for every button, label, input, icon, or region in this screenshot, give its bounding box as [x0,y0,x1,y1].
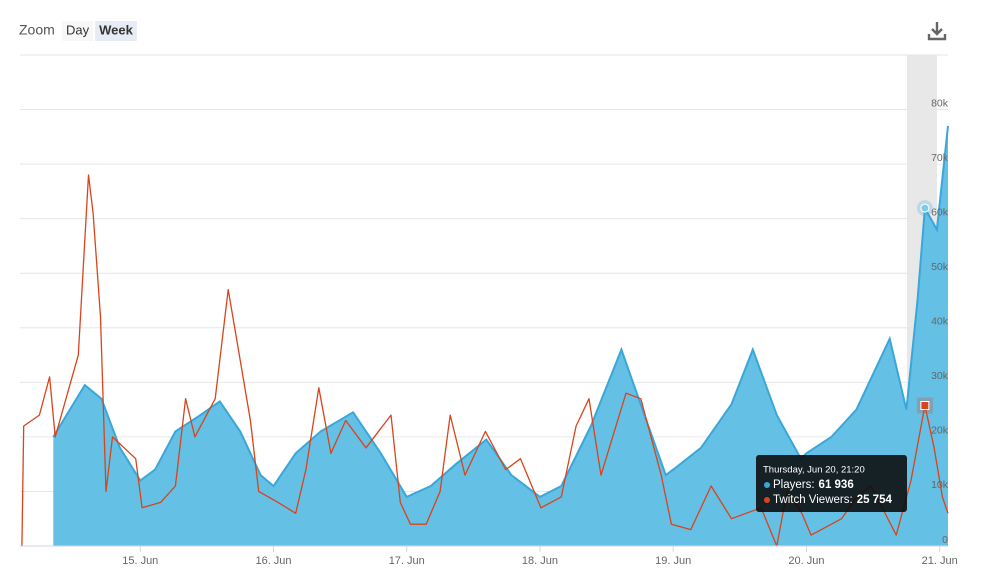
x-tick-label: 15. Jun [122,555,158,567]
x-tick-label: 20. Jun [788,555,824,567]
tooltip-label: Players: [773,479,815,491]
hover-marker [920,400,930,410]
x-tick-label: 18. Jun [522,555,558,567]
tooltip-value: 25 754 [857,494,893,506]
zoom-button[interactable]: Week [95,21,137,41]
zoom-buttons: Day Week [62,21,137,41]
tooltip-label: Twitch Viewers: [773,494,853,506]
tooltip-box [756,455,907,512]
axes: 0 10k 20k 30k 40k 50k 60k 70k 80k 15. Jun 16. Jun 1… [20,97,958,567]
area-line [52,125,949,499]
x-tick-label: 19. Jun [655,555,691,567]
tooltip-dot [764,497,770,503]
zoom-button-bg [62,21,94,41]
y-tick-label: 50k [931,261,949,273]
x-tick-label: 21. Jun [922,555,958,567]
y-tick-label: 0 [942,534,948,546]
y-tick-label: 70k [931,152,949,164]
tooltip: Thursday, Jun 20, 21:20 Players: 61 936 Twi… [756,200,933,512]
y-tick-label: 40k [931,316,949,328]
zoom-button-bg [95,21,137,41]
download-tray [927,34,947,41]
x-tick-label: 17. Jun [389,555,425,567]
area-fill [53,125,949,547]
tooltip-value: 61 936 [819,479,854,491]
tooltip-dot [764,482,770,488]
x-tick-label: 16. Jun [255,555,291,567]
y-tick-label: 80k [931,97,949,109]
tooltip-title: Thursday, Jun 20, 21:20 [763,465,865,476]
zoom-label: Zoom [19,22,55,38]
y-tick-label: 30k [931,370,949,382]
zoom-button-label: Week [99,22,133,37]
hover-marker [920,203,930,213]
y-tick-label: 10k [931,479,949,491]
y-tick-label: 20k [931,425,949,437]
y-tick-label: 60k [931,206,949,218]
zoom-button-label: Day [66,22,90,37]
zoom-button[interactable]: Day [62,21,94,41]
download-arrow [931,22,943,36]
download-button[interactable] [924,18,950,44]
